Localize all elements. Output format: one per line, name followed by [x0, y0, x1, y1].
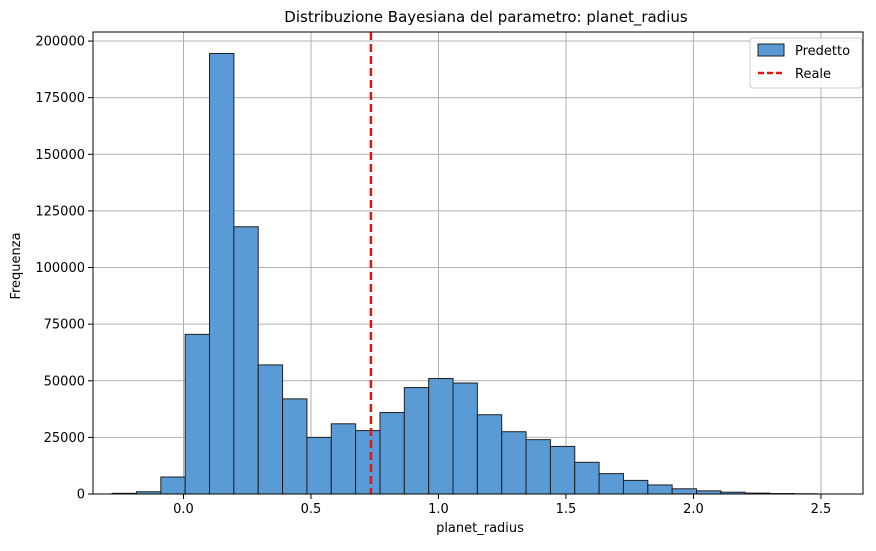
- x-tick-label: 0.0: [173, 502, 194, 517]
- histogram-bar: [477, 415, 501, 494]
- histogram-bar: [453, 383, 477, 494]
- histogram-bar: [404, 388, 428, 494]
- y-tick-label: 50000: [44, 374, 85, 389]
- histogram-bars: [112, 54, 818, 494]
- legend: Predetto Reale: [750, 38, 862, 88]
- x-tick-label: 1.0: [428, 502, 449, 517]
- histogram-bar: [161, 477, 185, 494]
- histogram-bar: [550, 446, 574, 494]
- histogram-bar: [599, 474, 623, 494]
- chart-title: Distribuzione Bayesiana del parametro: p…: [284, 8, 688, 27]
- y-tick-label: 150000: [35, 148, 85, 163]
- histogram-bar: [356, 431, 380, 494]
- x-tick-label: 2.5: [811, 502, 832, 517]
- histogram-bar: [672, 489, 696, 494]
- x-axis-ticks: 0.0 0.5 1.0 1.5 2.0 2.5: [173, 494, 831, 517]
- histogram-bar: [575, 462, 599, 494]
- x-tick-label: 0.5: [301, 502, 322, 517]
- y-tick-label: 200000: [35, 35, 85, 50]
- y-tick-label: 175000: [35, 91, 85, 106]
- y-tick-label: 0: [77, 488, 85, 503]
- histogram-bar: [331, 424, 355, 494]
- histogram-bar: [623, 480, 647, 494]
- histogram-bar: [234, 227, 258, 494]
- histogram-bar: [283, 399, 307, 494]
- y-tick-label: 25000: [44, 431, 85, 446]
- histogram-bar: [307, 437, 331, 494]
- x-tick-label: 2.0: [683, 502, 704, 517]
- y-tick-label: 125000: [35, 204, 85, 219]
- x-tick-label: 1.5: [556, 502, 577, 517]
- legend-label-reale: Reale: [795, 67, 831, 82]
- y-tick-label: 100000: [35, 261, 85, 276]
- y-tick-label: 75000: [44, 318, 85, 333]
- x-axis-label: planet_radius: [436, 521, 524, 536]
- histogram-bar: [380, 412, 404, 494]
- histogram-bar: [429, 379, 453, 495]
- legend-patch-predetto: [758, 44, 784, 56]
- histogram-bar: [502, 432, 526, 494]
- histogram-bar: [526, 440, 550, 494]
- histogram-bar: [648, 485, 672, 494]
- legend-label-predetto: Predetto: [795, 44, 850, 59]
- y-axis-label: Frequenza: [9, 232, 24, 299]
- y-axis-ticks: 0 25000 50000 75000 100000 125000 150000 175000…: [35, 35, 93, 503]
- histogram-bar: [185, 334, 209, 494]
- histogram-bar: [210, 54, 234, 494]
- histogram-bar: [258, 365, 282, 494]
